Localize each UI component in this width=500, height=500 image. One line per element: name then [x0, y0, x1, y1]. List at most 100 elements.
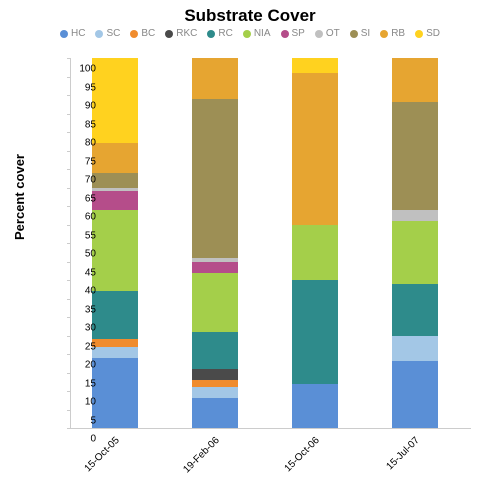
- y-tick-mark: [67, 188, 71, 189]
- y-tick-mark: [67, 373, 71, 374]
- bar-segment: [192, 99, 238, 258]
- bar-segment: [292, 58, 338, 73]
- bar-segment: [192, 369, 238, 380]
- bar-segment: [392, 284, 438, 336]
- y-tick-mark: [67, 391, 71, 392]
- chart-title: Substrate Cover: [0, 0, 500, 26]
- bar-segment: [92, 143, 138, 173]
- legend-swatch: [415, 30, 423, 38]
- bar-segment: [292, 73, 338, 225]
- legend-label: SP: [292, 28, 305, 39]
- bar-segment: [292, 384, 338, 428]
- legend-label: RKC: [176, 28, 197, 39]
- bar-segment: [92, 58, 138, 143]
- y-tick-label: 45: [66, 267, 96, 278]
- legend-label: HC: [71, 28, 85, 39]
- y-axis-label: Percent cover: [12, 154, 27, 240]
- y-tick-mark: [67, 299, 71, 300]
- legend-label: SC: [106, 28, 120, 39]
- y-tick-mark: [67, 206, 71, 207]
- y-tick-label: 15: [66, 378, 96, 389]
- legend-item: HC: [60, 28, 85, 39]
- y-tick-mark: [67, 151, 71, 152]
- y-tick-mark: [67, 95, 71, 96]
- y-tick-label: 70: [66, 175, 96, 186]
- bar-segment: [192, 262, 238, 273]
- y-tick-label: 30: [66, 323, 96, 334]
- y-tick-label: 95: [66, 82, 96, 93]
- legend-label: OT: [326, 28, 340, 39]
- legend-item: BC: [130, 28, 155, 39]
- y-tick-mark: [67, 262, 71, 263]
- bar-stack: [292, 58, 338, 428]
- legend-item: NIA: [243, 28, 271, 39]
- chart-plot-area: [70, 58, 471, 429]
- bar-segment: [292, 280, 338, 384]
- bar-segment: [192, 273, 238, 332]
- y-tick-mark: [67, 354, 71, 355]
- legend-label: NIA: [254, 28, 271, 39]
- bar-segment: [192, 380, 238, 387]
- bar-stack: [392, 58, 438, 428]
- bar-segment: [392, 58, 438, 102]
- legend-swatch: [380, 30, 388, 38]
- legend-item: RB: [380, 28, 405, 39]
- y-tick-mark: [67, 280, 71, 281]
- y-tick-label: 55: [66, 230, 96, 241]
- y-tick-label: 20: [66, 360, 96, 371]
- bar-segment: [92, 191, 138, 210]
- legend-swatch: [207, 30, 215, 38]
- x-tick-label: 15-Jul-07: [379, 435, 422, 478]
- legend-item: SD: [415, 28, 440, 39]
- y-tick-label: 0: [66, 434, 96, 445]
- bar-segment: [192, 58, 238, 99]
- legend-swatch: [281, 30, 289, 38]
- bar-segment: [392, 210, 438, 221]
- y-tick-label: 35: [66, 304, 96, 315]
- y-tick-mark: [67, 336, 71, 337]
- legend-item: RKC: [165, 28, 197, 39]
- x-tick-label: 19-Feb-06: [179, 435, 222, 478]
- x-tick-label: 15-Oct-06: [279, 435, 322, 478]
- legend-label: SI: [361, 28, 370, 39]
- legend-swatch: [165, 30, 173, 38]
- y-tick-mark: [67, 225, 71, 226]
- legend-item: SP: [281, 28, 305, 39]
- bar-segment: [392, 336, 438, 362]
- bar-segment: [192, 398, 238, 428]
- legend-swatch: [243, 30, 251, 38]
- bar-segment: [92, 339, 138, 346]
- legend-swatch: [95, 30, 103, 38]
- y-tick-label: 50: [66, 249, 96, 260]
- y-tick-mark: [67, 132, 71, 133]
- y-tick-mark: [67, 428, 71, 429]
- y-tick-label: 75: [66, 156, 96, 167]
- y-tick-label: 100: [66, 64, 96, 75]
- y-tick-label: 10: [66, 397, 96, 408]
- bar-segment: [392, 361, 438, 428]
- y-tick-label: 40: [66, 286, 96, 297]
- y-tick-label: 5: [66, 415, 96, 426]
- y-tick-mark: [67, 410, 71, 411]
- y-tick-mark: [67, 77, 71, 78]
- y-tick-label: 65: [66, 193, 96, 204]
- bar-segment: [92, 347, 138, 358]
- legend-label: SD: [426, 28, 440, 39]
- bar-segment: [92, 291, 138, 339]
- bar-segment: [92, 358, 138, 428]
- legend: HCSCBCRKCRCNIASPOTSIRBSD: [0, 26, 500, 41]
- legend-swatch: [130, 30, 138, 38]
- y-tick-label: 60: [66, 212, 96, 223]
- bar-stack: [92, 58, 138, 428]
- legend-item: SC: [95, 28, 120, 39]
- bar-segment: [392, 102, 438, 209]
- bar-segment: [92, 210, 138, 291]
- bar-segment: [92, 173, 138, 188]
- legend-item: SI: [350, 28, 370, 39]
- legend-swatch: [60, 30, 68, 38]
- y-tick-label: 25: [66, 341, 96, 352]
- y-tick-mark: [67, 243, 71, 244]
- y-tick-mark: [67, 114, 71, 115]
- bar-segment: [192, 332, 238, 369]
- legend-swatch: [350, 30, 358, 38]
